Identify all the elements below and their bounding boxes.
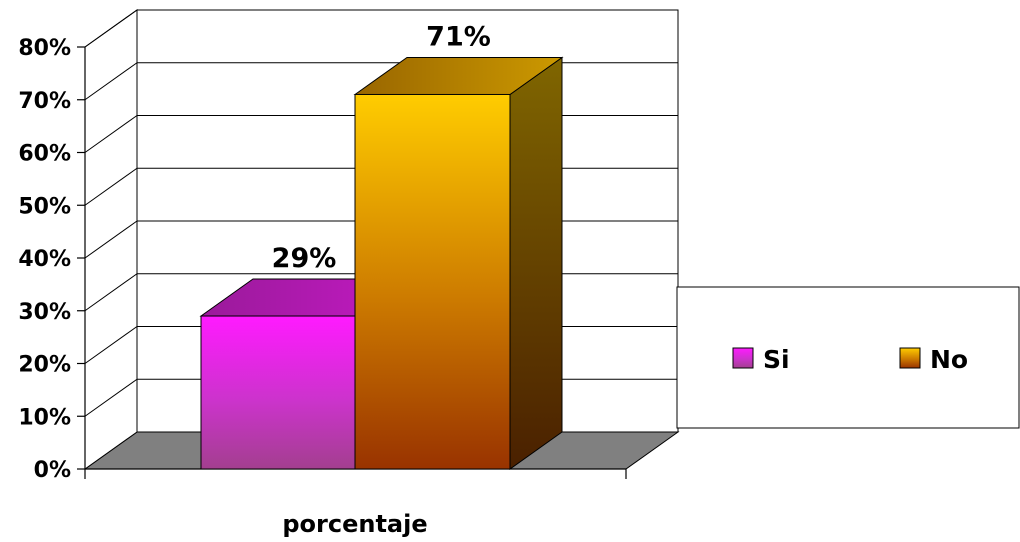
gridline-side [84, 378, 138, 417]
y-tick-label: 30% [18, 300, 71, 325]
gridline-side [84, 9, 138, 48]
y-tick-labels: 0% 10% 20% 30% 40% 50% 60% 70% 80% [18, 36, 85, 483]
legend: Si No [676, 286, 1020, 429]
data-label-no: 71% [426, 21, 491, 52]
y-tick-label: 50% [18, 194, 71, 219]
bar-front-no [354, 93, 511, 470]
y-tick-label: 80% [18, 36, 71, 61]
x-axis-label: porcentaje [282, 510, 427, 538]
y-tick-label: 70% [18, 89, 71, 114]
y-tick-label: 40% [18, 247, 71, 272]
gridline-side [84, 273, 138, 312]
data-label-si: 29% [272, 243, 337, 274]
legend-swatch-si [732, 347, 754, 369]
legend-label-si: Si [763, 345, 790, 374]
bar-front-si [200, 315, 356, 470]
gridline-side [84, 220, 138, 259]
y-tick-label: 60% [18, 142, 71, 167]
bar-no [353, 56, 564, 470]
y-tick-label: 0% [34, 458, 71, 483]
y-tick-label: 10% [18, 405, 71, 430]
legend-swatch-no [899, 347, 921, 369]
bars [199, 56, 564, 470]
gridline-side [84, 326, 138, 364]
gridline-side [84, 62, 138, 101]
gridline-side [84, 167, 138, 206]
data-labels: 29% 71% [272, 21, 491, 274]
bar-side-no [509, 56, 563, 470]
gridline-side [84, 115, 138, 153]
y-tick-label: 20% [18, 353, 71, 378]
legend-label-no: No [930, 345, 968, 374]
